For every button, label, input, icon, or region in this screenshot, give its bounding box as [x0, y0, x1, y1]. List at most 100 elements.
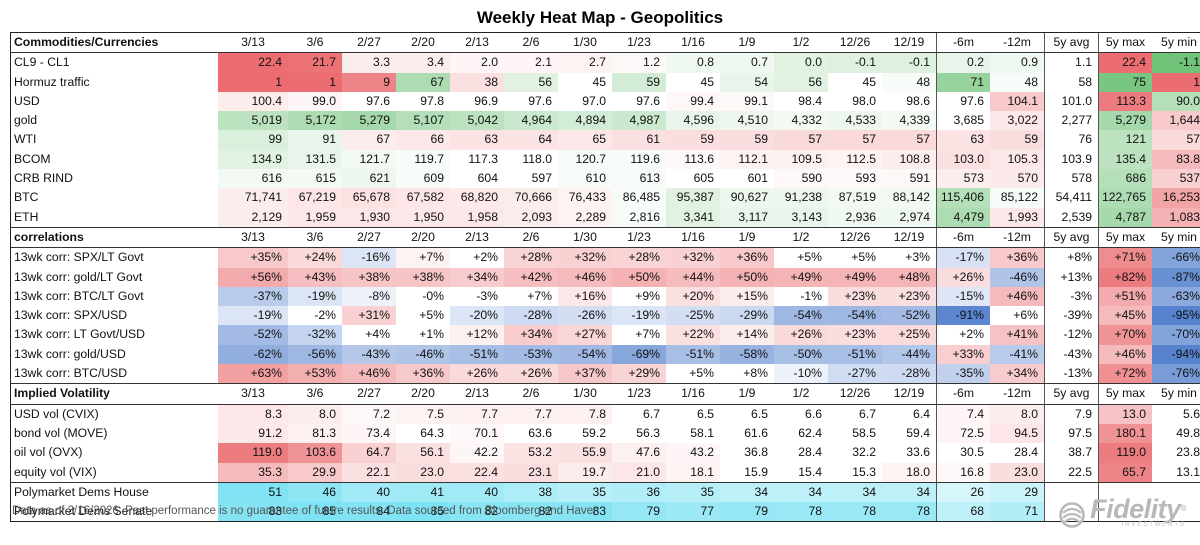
heat-cell: +46%	[990, 286, 1044, 307]
heat-cell: +8%	[720, 364, 774, 384]
heat-cell: -26%	[558, 306, 612, 326]
table-row: Hormuz traffic 1 1 9 67 38 56 45 59 45 54 56 45 48 71 4…	[11, 72, 1200, 92]
heat-cell: 5,279	[1098, 111, 1152, 131]
heat-cell: 117.3	[450, 149, 504, 170]
row-label: gold	[14, 113, 38, 128]
heat-cell: 48	[882, 72, 936, 92]
column-header: -12m	[1003, 229, 1031, 244]
heat-cell: -16%	[342, 248, 396, 268]
row-label: BCOM	[14, 151, 51, 166]
column-header: 1/30	[573, 386, 597, 401]
heat-cell: -39%	[1044, 306, 1098, 326]
heat-cell: 578	[1044, 169, 1098, 189]
heat-cell: -54%	[558, 344, 612, 365]
heat-cell: 121	[1098, 130, 1152, 150]
heat-cell: -8%	[342, 286, 396, 307]
heat-cell: 71	[936, 72, 990, 92]
table-row: USD 100.4 99.0 97.6 97.8 96.9 97.6 97.0 97.6 99.4…	[11, 91, 1200, 112]
heat-cell: 5,107	[396, 111, 450, 131]
fidelity-logo: Fidelity® INVESTMENTS	[1057, 494, 1187, 528]
column-header: 5y max	[1098, 227, 1152, 248]
heat-cell: 56	[774, 72, 828, 92]
heat-cell: 103.0	[936, 149, 990, 170]
heat-cell: +24%	[288, 248, 342, 268]
column-header: -12m	[1003, 386, 1031, 401]
heat-cell: 8.0	[288, 404, 342, 424]
heat-cell: 0.0	[774, 53, 828, 73]
heat-cell: 3,143	[774, 207, 828, 227]
heat-cell: 43.2	[666, 443, 720, 463]
heat-cell: 101.0	[1044, 91, 1098, 112]
heat-cell: 4,479	[936, 207, 990, 227]
heat-cell: -0.1	[882, 53, 936, 73]
heat-cell: 119.0	[218, 443, 288, 463]
heat-cell: +33%	[936, 344, 990, 365]
heat-cell: 34	[720, 482, 774, 503]
heat-cell: -2%	[288, 306, 342, 326]
heat-cell: -15%	[936, 286, 990, 307]
fidelity-wordmark: Fidelity	[1090, 494, 1181, 524]
heat-cell: 103.9	[1044, 149, 1098, 170]
column-header: -6m	[936, 384, 990, 404]
heat-cell: 96.9	[450, 91, 504, 112]
table-row: BTC 71,741 67,219 65,678 67,582 68,820 70,666 7…	[11, 188, 1200, 208]
column-header: 2/6	[522, 35, 540, 49]
heat-cell: 0.8	[666, 53, 720, 73]
heat-cell: +70%	[1098, 325, 1152, 345]
heat-cell: +20%	[666, 286, 720, 307]
section-title: Commodities/Currencies	[14, 35, 159, 49]
fidelity-sub: INVESTMENTS	[1121, 522, 1186, 528]
heat-cell: 97.6	[504, 91, 558, 112]
heat-cell: +16%	[558, 286, 612, 307]
heat-cell: -19%	[288, 286, 342, 307]
heat-cell: 113.6	[666, 149, 720, 170]
heat-cell: 9	[342, 72, 396, 92]
row-label: WTI	[14, 132, 37, 147]
heat-cell: 75	[1098, 72, 1152, 92]
heat-cell: -41%	[990, 344, 1044, 365]
heat-cell: 57	[828, 130, 882, 150]
heat-cell: +34%	[990, 364, 1044, 384]
heat-cell: 23.0	[990, 462, 1044, 482]
table-row: Polymarket Dems Senate 83 85 84 85 82 82 83 79 77…	[11, 502, 1200, 522]
heat-cell: 57	[774, 130, 828, 150]
heat-cell: 1	[218, 72, 288, 92]
heat-cell: 1,959	[288, 207, 342, 227]
heat-cell: 64.3	[396, 423, 450, 444]
heat-cell: 601	[720, 169, 774, 189]
heat-cell: -50%	[774, 344, 828, 365]
heat-cell: 15.9	[720, 462, 774, 482]
heat-cell: 59	[666, 130, 720, 150]
heat-cell: 67	[342, 130, 396, 150]
heat-cell: -3%	[1044, 286, 1098, 307]
table-row: BCOM 134.9 131.5 121.7 119.7 117.3 118.0 120.7 1…	[11, 149, 1200, 170]
heat-cell: +26%	[936, 267, 990, 287]
heat-cell: 22.4	[450, 462, 504, 482]
heat-cell: 604	[450, 169, 504, 189]
heat-cell: 38	[504, 482, 558, 503]
heat-cell: 29	[990, 482, 1044, 503]
heat-cell: 91	[288, 130, 342, 150]
table-row: 13wk corr: gold/USD -62% -56% -43% -46% -51% -…	[11, 344, 1200, 365]
heat-cell: 94.5	[990, 423, 1044, 444]
heat-cell: -13%	[1044, 364, 1098, 384]
heat-cell: 45	[666, 72, 720, 92]
heat-cell: +23%	[882, 286, 936, 307]
heat-cell: +71%	[1098, 248, 1152, 268]
heat-cell: 58	[1044, 72, 1098, 92]
heat-cell: 4,596	[666, 111, 720, 131]
heat-cell: -63%	[1152, 286, 1200, 307]
column-header: 2/20	[411, 386, 435, 401]
heat-cell: 61	[612, 130, 666, 150]
heat-cell: +43%	[288, 267, 342, 287]
heat-cell: 33.6	[882, 443, 936, 463]
column-header: 5y avg	[1044, 227, 1098, 248]
heat-cell: -91%	[936, 306, 990, 326]
heat-cell: 45	[558, 72, 612, 92]
heat-cell: 5,279	[342, 111, 396, 131]
heat-cell: 1.2	[612, 53, 666, 73]
column-header: 12/26	[839, 229, 871, 244]
heat-cell: 112.5	[828, 149, 882, 170]
heat-cell: 85,122	[990, 188, 1044, 208]
heat-cell: +1%	[396, 325, 450, 345]
